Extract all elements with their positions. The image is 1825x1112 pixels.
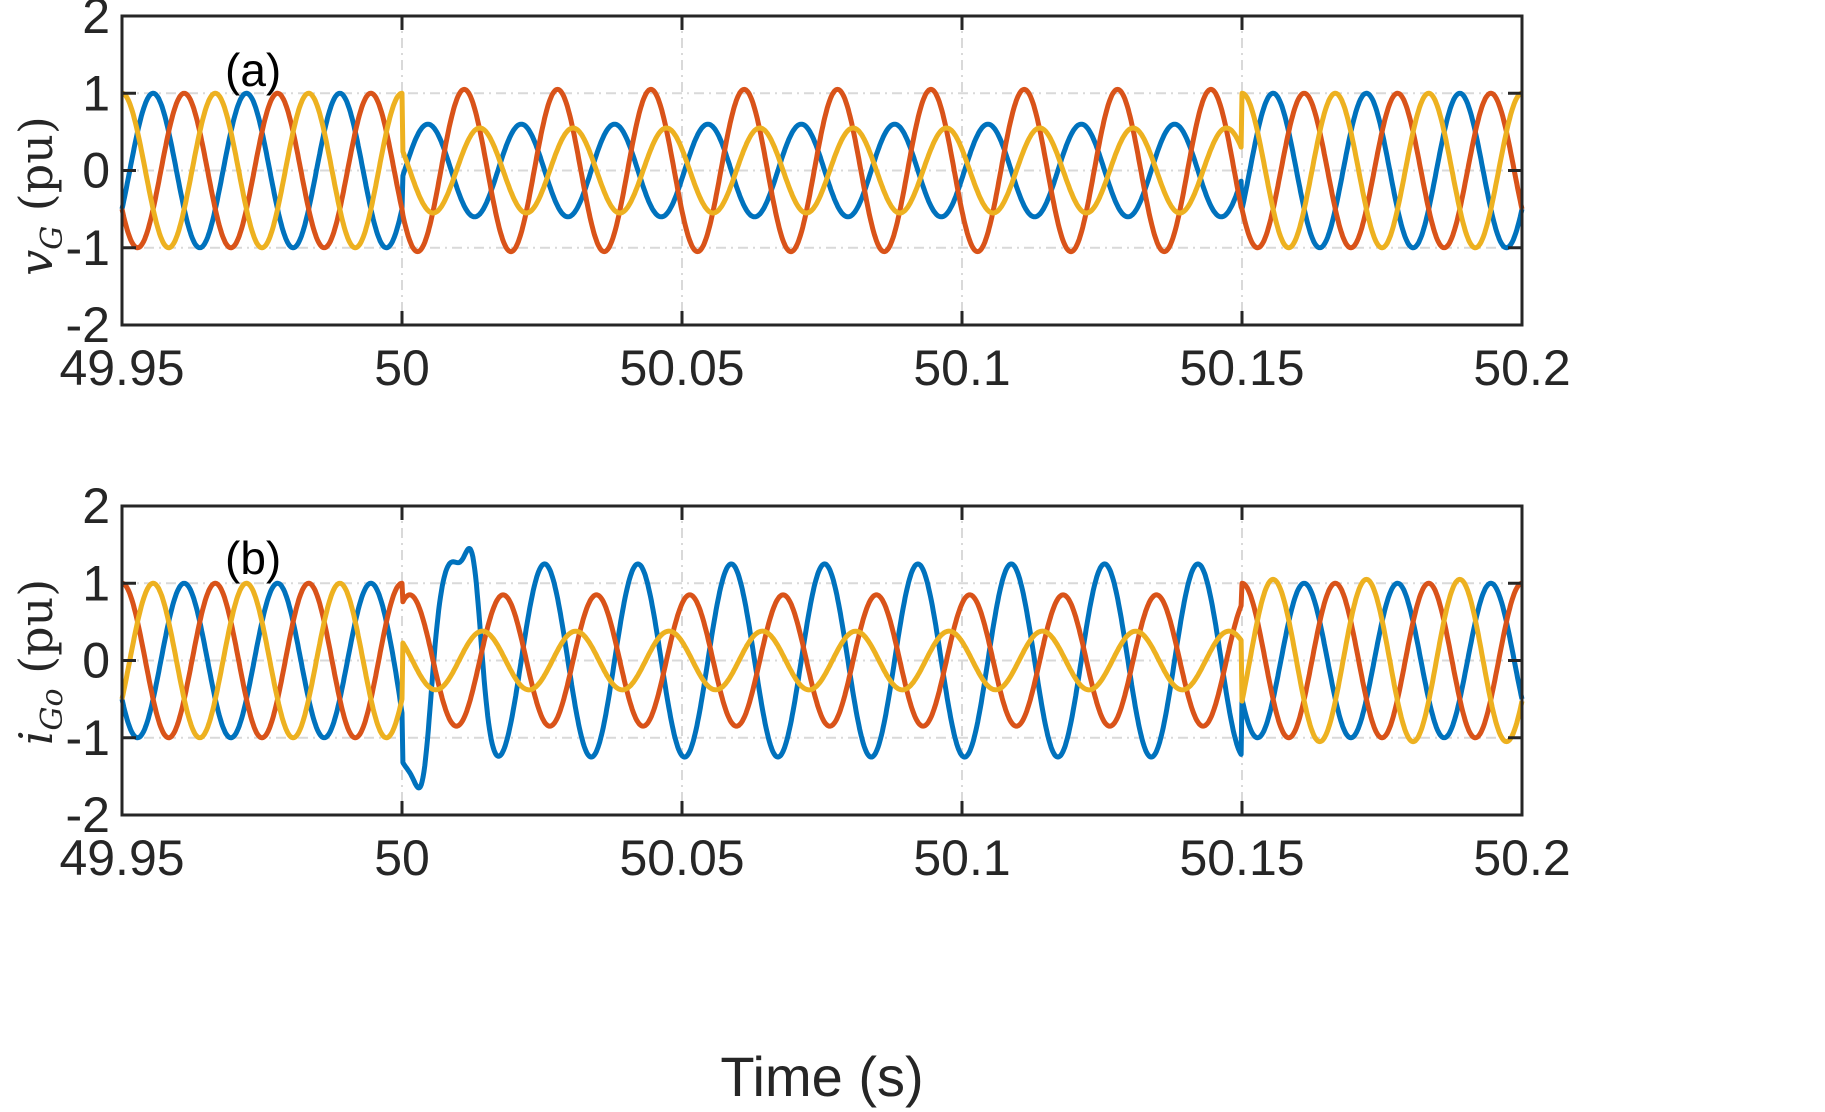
x-tick-label: 50 — [374, 830, 430, 886]
y-tick-label: 2 — [82, 478, 110, 534]
y-tick-label: 2 — [82, 0, 110, 44]
x-tick-label: 49.95 — [59, 830, 184, 886]
y-axis-label-var-a: v — [9, 250, 63, 276]
panel-label-b: (b) — [225, 532, 281, 584]
x-tick-label: 50.1 — [913, 830, 1010, 886]
x-tick-label: 50.05 — [619, 830, 744, 886]
series-phase-c-a — [120, 90, 1524, 251]
x-tick-label: 50.2 — [1473, 830, 1570, 886]
y-axis-label-b: iGo (pu) — [9, 579, 70, 745]
panel-a: 49.95 50 50.05 50.1 50.15 50.2 2 1 0 -1 -2 (a) vG … — [9, 0, 1571, 396]
series-phase-c-b — [119, 576, 1525, 745]
x-tick-label: 50 — [374, 340, 430, 396]
x-tick-label: 50.2 — [1473, 340, 1570, 396]
panel-b: 49.95 50 50.05 50.1 50.15 50.2 2 1 0 -1 -2 (b) iGo… — [9, 478, 1571, 886]
y-tick-label: -1 — [66, 710, 110, 766]
panel-label-a: (a) — [225, 44, 281, 96]
x-tick-label: 50.1 — [913, 340, 1010, 396]
y-tick-label: -1 — [66, 220, 110, 276]
y-axis-label-sub-a: G — [35, 226, 70, 250]
y-axis-label-unit-b: (pu) — [9, 579, 63, 689]
y-tick-label: 0 — [82, 633, 110, 689]
series-phase-b-a — [119, 86, 1525, 255]
y-axis-label-unit-a: (pu) — [9, 116, 63, 226]
x-tick-label: 49.95 — [59, 340, 184, 396]
y-axis-label-sub-b: Go — [35, 688, 70, 730]
x-tick-label: 50.15 — [1179, 340, 1304, 396]
y-axis-label-var-b: i — [9, 730, 63, 745]
y-tick-label: -2 — [66, 787, 110, 843]
y-axis-label-a: vG (pu) — [9, 116, 70, 276]
series-layer-a — [119, 86, 1525, 255]
y-tick-label: 1 — [82, 65, 110, 121]
x-tick-label: 50.05 — [619, 340, 744, 396]
y-tick-label: 0 — [82, 143, 110, 199]
ticks-b: 49.95 50 50.05 50.1 50.15 50.2 2 1 0 -1 -2 — [59, 478, 1570, 886]
series-phase-b-b — [120, 580, 1524, 741]
series-layer-b — [119, 546, 1525, 791]
ticks-a: 49.95 50 50.05 50.1 50.15 50.2 2 1 0 -1 -2 — [59, 0, 1570, 396]
y-tick-label: 1 — [82, 555, 110, 611]
x-axis-label: Time (s) — [720, 1045, 923, 1108]
y-tick-label: -2 — [66, 297, 110, 353]
x-tick-label: 50.15 — [1179, 830, 1304, 886]
